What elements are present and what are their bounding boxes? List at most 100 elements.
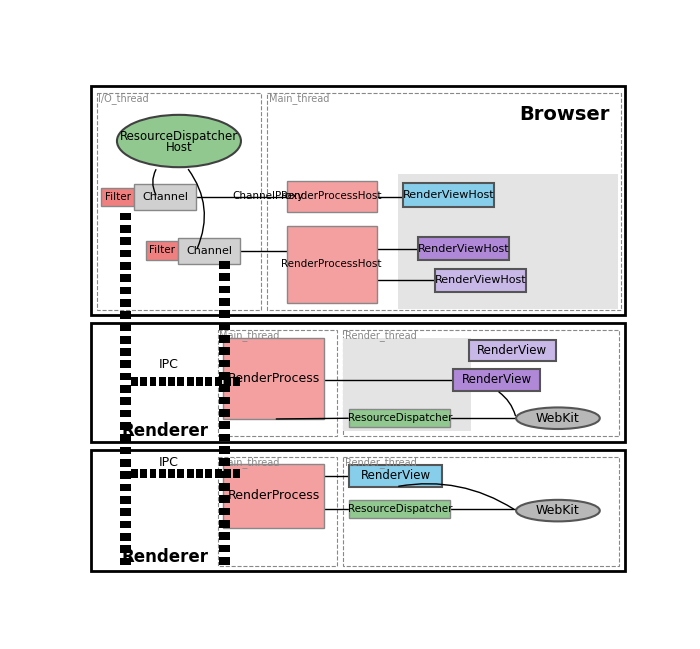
Bar	[120, 508, 131, 516]
Text: Channel: Channel	[186, 246, 232, 256]
Bar	[187, 469, 194, 478]
Bar	[120, 545, 131, 553]
Bar	[120, 484, 131, 491]
Text: RenderViewHost: RenderViewHost	[402, 190, 494, 200]
Bar	[120, 471, 131, 479]
Text: RenderViewHost: RenderViewHost	[435, 275, 526, 286]
Bar	[219, 397, 230, 404]
Text: ResourceDispatcher: ResourceDispatcher	[348, 413, 452, 423]
Bar	[469, 339, 556, 361]
Bar	[288, 181, 377, 212]
Bar	[120, 373, 131, 380]
Bar	[178, 238, 240, 264]
Bar	[219, 471, 230, 478]
Text: WebKit: WebKit	[536, 411, 580, 424]
Bar	[288, 226, 377, 302]
Bar	[223, 465, 324, 528]
Text: Renderer: Renderer	[122, 548, 209, 566]
Text: RenderViewHost: RenderViewHost	[418, 244, 509, 254]
Bar	[224, 469, 231, 478]
Bar	[140, 378, 147, 386]
Bar	[219, 372, 230, 380]
Bar	[159, 469, 166, 478]
Text: RenderProcessHost: RenderProcessHost	[281, 259, 382, 269]
Bar	[215, 469, 222, 478]
Bar	[218, 457, 337, 566]
Text: Render_thread: Render_thread	[345, 330, 416, 341]
Text: RenderView: RenderView	[461, 373, 532, 386]
Text: RenderView: RenderView	[477, 344, 547, 357]
Bar	[120, 323, 131, 331]
Text: RenderProcess: RenderProcess	[228, 372, 320, 385]
Bar	[219, 421, 230, 429]
Bar	[92, 323, 624, 442]
Text: IPC: IPC	[159, 358, 178, 371]
Text: Browser: Browser	[519, 105, 609, 125]
Bar	[205, 378, 212, 386]
Bar	[146, 241, 178, 260]
Bar	[219, 495, 230, 503]
Text: WebKit: WebKit	[536, 504, 580, 517]
Bar	[267, 93, 621, 310]
Bar	[120, 533, 131, 541]
Text: I/O_thread: I/O_thread	[98, 93, 149, 104]
Bar	[215, 378, 222, 386]
Bar	[120, 336, 131, 343]
Bar	[120, 348, 131, 356]
Text: RenderView: RenderView	[361, 469, 431, 482]
Bar	[131, 469, 138, 478]
Text: Renderer: Renderer	[122, 422, 209, 439]
Bar	[177, 378, 184, 386]
Bar	[120, 213, 131, 220]
Bar	[205, 469, 212, 478]
Bar	[218, 330, 337, 436]
Text: Filter: Filter	[105, 192, 131, 202]
Bar	[224, 378, 231, 386]
Bar	[349, 409, 450, 428]
Bar	[418, 238, 509, 260]
Bar	[140, 469, 147, 478]
Bar	[219, 434, 230, 441]
Bar	[219, 458, 230, 466]
Bar	[150, 378, 157, 386]
Text: Render_thread: Render_thread	[345, 457, 416, 468]
Bar	[219, 532, 230, 540]
Bar	[219, 508, 230, 515]
Bar	[233, 378, 240, 386]
Bar	[219, 384, 230, 392]
Bar	[187, 378, 194, 386]
Bar	[219, 347, 230, 355]
Bar	[219, 310, 230, 318]
Bar	[223, 338, 324, 419]
Bar	[120, 447, 131, 454]
Bar	[177, 469, 184, 478]
Bar	[219, 545, 230, 552]
Bar	[403, 182, 494, 207]
Bar	[150, 469, 157, 478]
Bar	[120, 410, 131, 417]
Bar	[120, 238, 131, 245]
Bar	[219, 446, 230, 454]
Bar	[120, 360, 131, 368]
Ellipse shape	[117, 115, 241, 167]
Bar	[92, 86, 624, 315]
Bar	[454, 369, 540, 391]
Text: RenderProcessHost: RenderProcessHost	[281, 191, 382, 201]
Text: RenderProcess: RenderProcess	[228, 489, 320, 502]
Bar	[131, 378, 138, 386]
Ellipse shape	[516, 408, 600, 429]
Bar	[219, 557, 230, 565]
Bar	[219, 261, 230, 269]
Bar	[134, 184, 196, 210]
Bar	[219, 298, 230, 306]
Bar	[120, 520, 131, 528]
Bar	[120, 397, 131, 405]
Text: Main_thread: Main_thread	[219, 457, 279, 468]
Bar	[120, 299, 131, 306]
Bar	[97, 93, 261, 310]
Bar	[120, 434, 131, 442]
Text: ResourceDispatcher: ResourceDispatcher	[348, 504, 452, 514]
Bar	[398, 174, 618, 309]
Bar	[349, 465, 442, 487]
Bar	[196, 469, 203, 478]
